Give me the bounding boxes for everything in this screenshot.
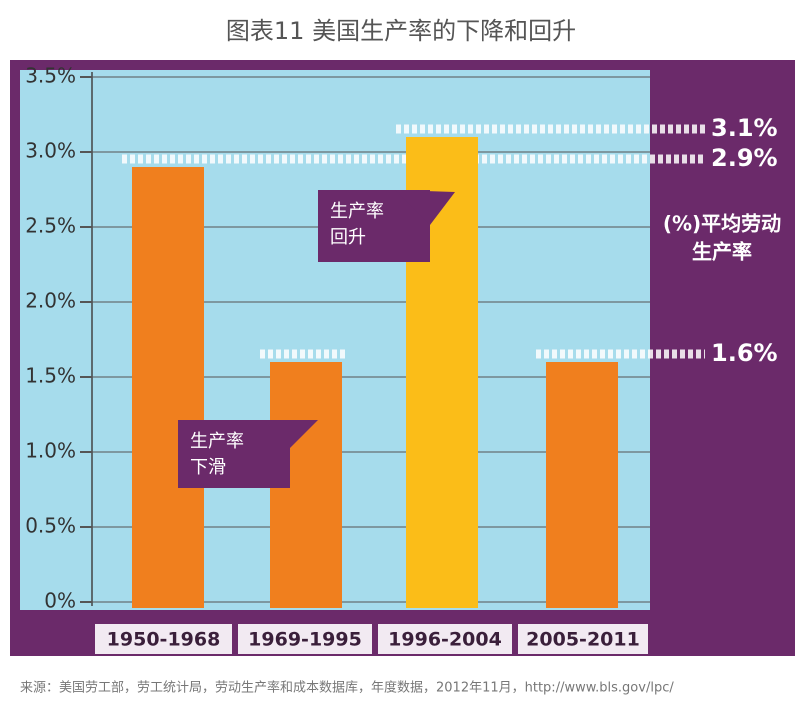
annotation-box: [178, 420, 290, 488]
y-tick-label: 0%: [44, 589, 76, 613]
y-tick-label: 1.5%: [25, 364, 76, 388]
x-tick-label: 2005-2011: [526, 629, 640, 651]
bar: [132, 167, 204, 608]
value-label: 1.6%: [711, 339, 778, 367]
source-note: 来源：美国劳工部，劳工统计局，劳动生产率和成本数据库，年度数据，2012年11月…: [20, 680, 674, 696]
annotation-pointer: [395, 190, 455, 225]
y-tick-label: 1.0%: [25, 439, 76, 463]
annotation-text: 生产率: [190, 431, 244, 452]
category-box: [238, 624, 372, 654]
value-label: 3.1%: [711, 114, 778, 142]
annotation-pointer: [265, 420, 318, 448]
annotation-text: 回升: [330, 227, 366, 248]
chart-title: 图表11 美国生产率的下降和回升: [226, 17, 576, 45]
y-tick-label: 3.5%: [25, 64, 76, 88]
category-box: [378, 624, 512, 654]
y-tick-label: 0.5%: [25, 514, 76, 538]
category-box: [518, 624, 648, 654]
x-tick-label: 1950-1968: [107, 629, 221, 651]
value-label: 2.9%: [711, 144, 778, 172]
x-tick-label: 1969-1995: [248, 629, 362, 651]
category-box: [95, 624, 232, 654]
y-axis-label: (%)平均劳动: [663, 212, 781, 236]
y-tick-label: 2.5%: [25, 214, 76, 238]
x-tick-label: 1996-2004: [388, 629, 502, 651]
annotation-text: 下滑: [190, 457, 226, 478]
annotation-text: 生产率: [330, 201, 384, 222]
bar: [546, 362, 618, 608]
y-tick-label: 3.0%: [25, 139, 76, 163]
y-tick-label: 2.0%: [25, 289, 76, 313]
y-axis-label: 生产率: [692, 240, 752, 264]
